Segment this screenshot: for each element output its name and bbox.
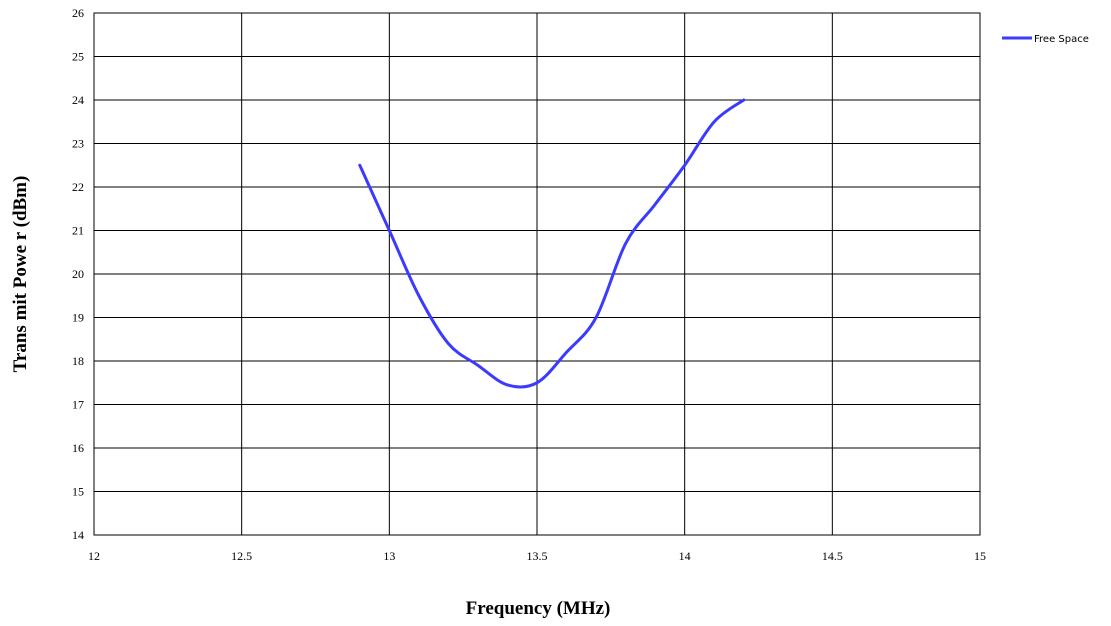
y-tick-label: 17 [72, 398, 84, 412]
y-tick-label: 22 [72, 180, 84, 194]
x-tick-label: 13 [383, 549, 395, 563]
legend: Free Space [1002, 34, 1089, 45]
x-tick-label: 15 [974, 549, 986, 563]
y-axis-ticks: 14 15 16 17 18 19 20 21 22 23 24 25 26 [72, 6, 84, 542]
y-tick-label: 25 [72, 50, 84, 64]
x-tick-label: 14.5 [822, 549, 843, 563]
y-axis-title: Trans mit Powe r (dBm) [10, 176, 31, 373]
grid-lines [93, 12, 981, 536]
x-tick-label: 13.5 [527, 549, 548, 563]
series-group [358, 98, 746, 389]
x-axis-ticks: 12 12.5 13 13.5 14 14.5 15 [88, 549, 986, 563]
y-tick-label: 20 [72, 267, 84, 281]
y-tick-label: 26 [72, 6, 84, 20]
y-tick-label: 18 [72, 354, 84, 368]
x-tick-label: 12 [88, 549, 100, 563]
y-tick-label: 15 [72, 485, 84, 499]
y-tick-label: 24 [72, 93, 84, 107]
y-tick-label: 23 [72, 137, 84, 151]
y-tick-label: 19 [72, 311, 84, 325]
y-tick-label: 21 [72, 224, 84, 238]
legend-label-free-space: Free Space [1034, 34, 1089, 45]
series-line-free-space [358, 98, 746, 389]
x-axis-title: Frequency (MHz) [466, 598, 611, 619]
x-tick-label: 14 [679, 549, 691, 563]
plot-area-border [93, 12, 981, 536]
x-tick-label: 12.5 [231, 549, 252, 563]
y-tick-label: 16 [72, 441, 84, 455]
y-tick-label: 14 [72, 528, 84, 542]
